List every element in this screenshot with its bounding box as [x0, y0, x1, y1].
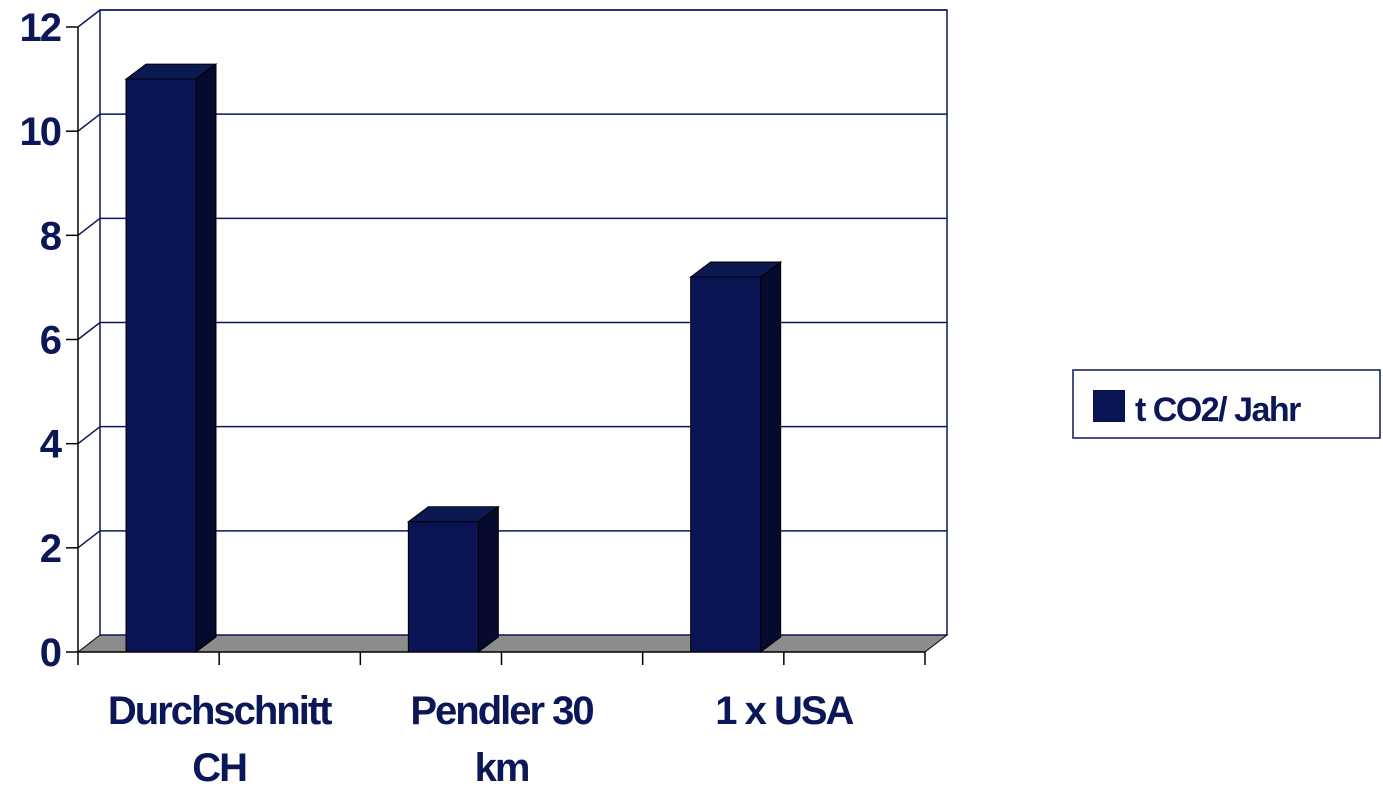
axes: [66, 26, 926, 665]
legend-label: t CO2/ Jahr: [1135, 391, 1301, 429]
gridline-side: [77, 113, 101, 132]
x-tick-labels: Durchschnitt CH Pendler 30 km 1 x USA: [108, 689, 856, 790]
gridline-side: [77, 530, 101, 549]
x-tick-label: Durchschnitt: [108, 689, 332, 733]
y-tick-label: 6: [40, 319, 61, 363]
gridline-side: [77, 321, 101, 341]
y-tick-label: 4: [40, 423, 63, 467]
gridlines: [77, 9, 947, 549]
bar: [689, 261, 783, 653]
bar: [124, 63, 218, 653]
bar-side: [760, 261, 782, 653]
x-tick-label: CH: [192, 746, 246, 790]
bar-front: [690, 276, 762, 653]
bar: [406, 505, 500, 653]
gridline-side: [77, 9, 101, 28]
x-tick-label: 1 x USA: [715, 689, 853, 733]
y-tick-labels: 0 2 4 6 8 10 12: [20, 6, 65, 675]
legend: t CO2/ Jahr: [1072, 369, 1381, 439]
y-tick-label: 8: [40, 214, 62, 258]
bar-front: [407, 521, 479, 653]
x-tick-label: km: [475, 746, 529, 790]
y-tick-label: 12: [20, 6, 61, 50]
legend-swatch: [1093, 390, 1125, 422]
gridline-side: [77, 217, 101, 236]
bar-side: [477, 505, 499, 653]
bar-front: [125, 78, 197, 653]
y-tick-label: 2: [40, 527, 61, 571]
x-tick-label: Pendler 30: [410, 689, 593, 733]
bar-side: [195, 63, 217, 653]
bars: [124, 63, 783, 653]
y-tick-label: 0: [40, 631, 61, 675]
y-tick-label: 10: [20, 110, 61, 154]
gridline-side: [77, 426, 101, 445]
